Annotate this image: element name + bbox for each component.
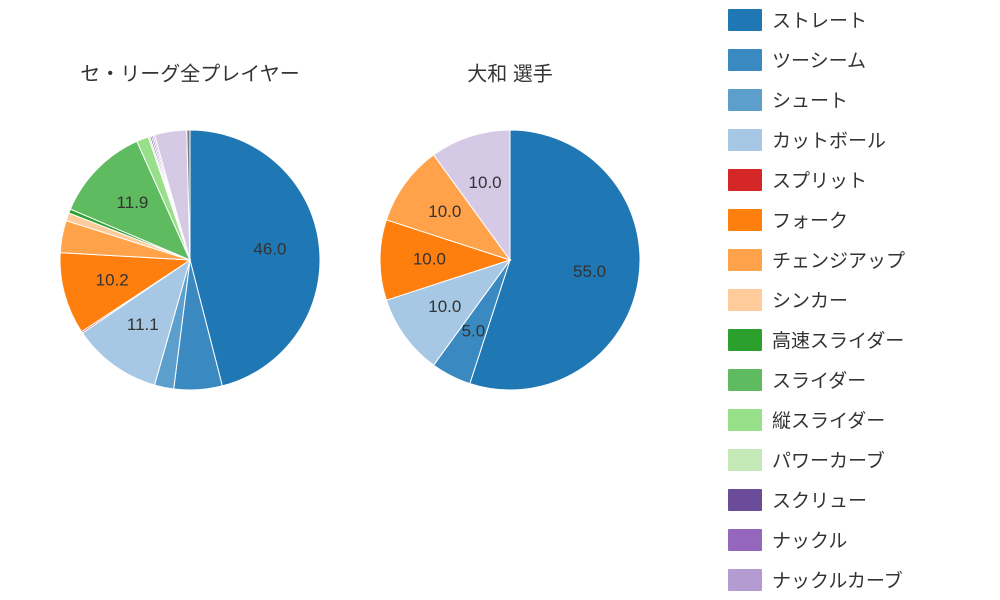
legend-label: スライダー (772, 366, 866, 393)
pie-slice-label: 46.0 (253, 239, 286, 258)
legend-label: スクリュー (772, 486, 867, 513)
legend-item: チェンジアップ (728, 246, 988, 273)
legend-swatch (728, 489, 762, 511)
pie-slice-label: 10.0 (469, 173, 502, 192)
legend-item: 高速スライダー (728, 326, 988, 353)
legend-item: スクリュー (728, 486, 988, 513)
legend-swatch (728, 289, 762, 311)
legend-swatch (728, 9, 762, 31)
legend: ストレートツーシームシュートカットボールスプリットフォークチェンジアップシンカー… (728, 6, 988, 600)
legend-swatch (728, 89, 762, 111)
pie-slice-label: 11.1 (127, 315, 159, 334)
pie-slice-label: 10.0 (413, 249, 446, 268)
legend-label: パワーカーブ (772, 446, 885, 473)
legend-label: 高速スライダー (772, 326, 904, 353)
legend-swatch (728, 529, 762, 551)
legend-swatch (728, 409, 762, 431)
legend-item: シンカー (728, 286, 988, 313)
pie-slice-label: 10.0 (428, 202, 461, 221)
legend-swatch (728, 169, 762, 191)
legend-label: フォーク (772, 206, 848, 233)
legend-label: スプリット (772, 166, 867, 193)
legend-item: シュート (728, 86, 988, 113)
legend-item: フォーク (728, 206, 988, 233)
legend-item: スプリット (728, 166, 988, 193)
legend-item: ナックルカーブ (728, 566, 988, 593)
legend-item: 縦スライダー (728, 406, 988, 433)
legend-item: スライダー (728, 366, 988, 393)
pie-slice-label: 55.0 (573, 262, 606, 281)
legend-swatch (728, 249, 762, 271)
legend-swatch (728, 209, 762, 231)
legend-swatch (728, 569, 762, 591)
right-pie-chart: 55.05.010.010.010.010.0 (380, 130, 640, 390)
legend-label: ストレート (772, 6, 867, 33)
pie-slice-label: 5.0 (462, 321, 486, 340)
legend-label: カットボール (772, 126, 886, 153)
pie-slice-label: 10.0 (428, 297, 461, 316)
legend-item: パワーカーブ (728, 446, 988, 473)
legend-label: ツーシーム (772, 46, 866, 73)
legend-label: シンカー (772, 286, 848, 313)
legend-item: ストレート (728, 6, 988, 33)
legend-swatch (728, 449, 762, 471)
right-pie-title: 大和 選手 (467, 58, 553, 87)
legend-label: ナックル (772, 526, 847, 553)
legend-swatch (728, 129, 762, 151)
legend-item: ナックル (728, 526, 988, 553)
left-pie-chart: 46.0 11.1 10.2 11.9 (60, 130, 320, 390)
pie-slice-label: 11.9 (117, 193, 149, 212)
left-pie-title: セ・リーグ全プレイヤー (80, 58, 299, 87)
chart-root: セ・リーグ全プレイヤー 大和 選手 46.0 11.1 10.2 11.9 55.0 5… (0, 0, 1000, 600)
legend-swatch (728, 369, 762, 391)
pie-slice-label: 10.2 (96, 271, 129, 290)
legend-label: ナックルカーブ (772, 566, 903, 593)
legend-swatch (728, 49, 762, 71)
legend-item: カットボール (728, 126, 988, 153)
legend-swatch (728, 329, 762, 351)
legend-label: チェンジアップ (772, 246, 905, 273)
legend-item: ツーシーム (728, 46, 988, 73)
legend-label: シュート (772, 86, 848, 113)
legend-label: 縦スライダー (772, 406, 885, 433)
